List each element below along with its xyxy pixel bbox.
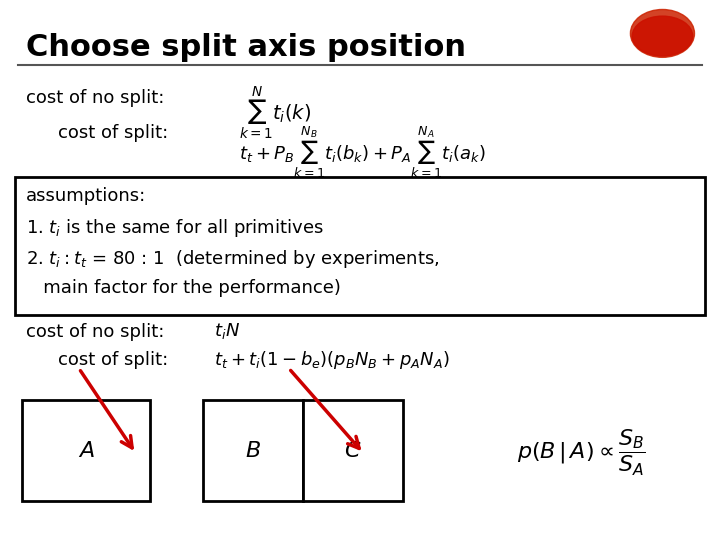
- Text: cost of split:: cost of split:: [58, 351, 168, 369]
- Text: $C$: $C$: [344, 441, 361, 461]
- Text: cost of no split:: cost of no split:: [25, 323, 164, 341]
- Text: main factor for the performance): main factor for the performance): [25, 279, 341, 297]
- Text: cost of split:: cost of split:: [58, 124, 168, 142]
- Text: $\sum_{k=1}^{N} t_i(k)$: $\sum_{k=1}^{N} t_i(k)$: [239, 84, 311, 141]
- Text: 1. $t_i$ is the same for all primitives: 1. $t_i$ is the same for all primitives: [25, 218, 323, 239]
- Text: $t_t + t_i(1-b_e)(p_B N_B + p_A N_A)$: $t_t + t_i(1-b_e)(p_B N_B + p_A N_A)$: [214, 349, 450, 371]
- Text: 2. $t_i : t_t$ = 80 : 1  (determined by experiments,: 2. $t_i : t_t$ = 80 : 1 (determined by e…: [25, 248, 439, 270]
- Text: $t_i N$: $t_i N$: [214, 321, 240, 341]
- Ellipse shape: [632, 16, 693, 56]
- Bar: [22, 400, 150, 501]
- Bar: [15, 177, 705, 315]
- Text: $p(B\,|\,A) \propto \dfrac{S_B}{S_A}$: $p(B\,|\,A) \propto \dfrac{S_B}{S_A}$: [516, 428, 645, 478]
- Text: $A$: $A$: [78, 441, 94, 461]
- Bar: [303, 400, 402, 501]
- Bar: [204, 400, 303, 501]
- Text: $B$: $B$: [246, 441, 261, 461]
- Text: cost of no split:: cost of no split:: [25, 89, 164, 107]
- Text: assumptions:: assumptions:: [25, 186, 145, 205]
- Circle shape: [631, 10, 695, 57]
- Text: Choose split axis position: Choose split axis position: [25, 33, 466, 63]
- Text: $t_t + P_B\sum_{k=1}^{N_B} t_i(b_k) + P_A\sum_{k=1}^{N_A} t_i(a_k)$: $t_t + P_B\sum_{k=1}^{N_B} t_i(b_k) + P_…: [239, 124, 486, 180]
